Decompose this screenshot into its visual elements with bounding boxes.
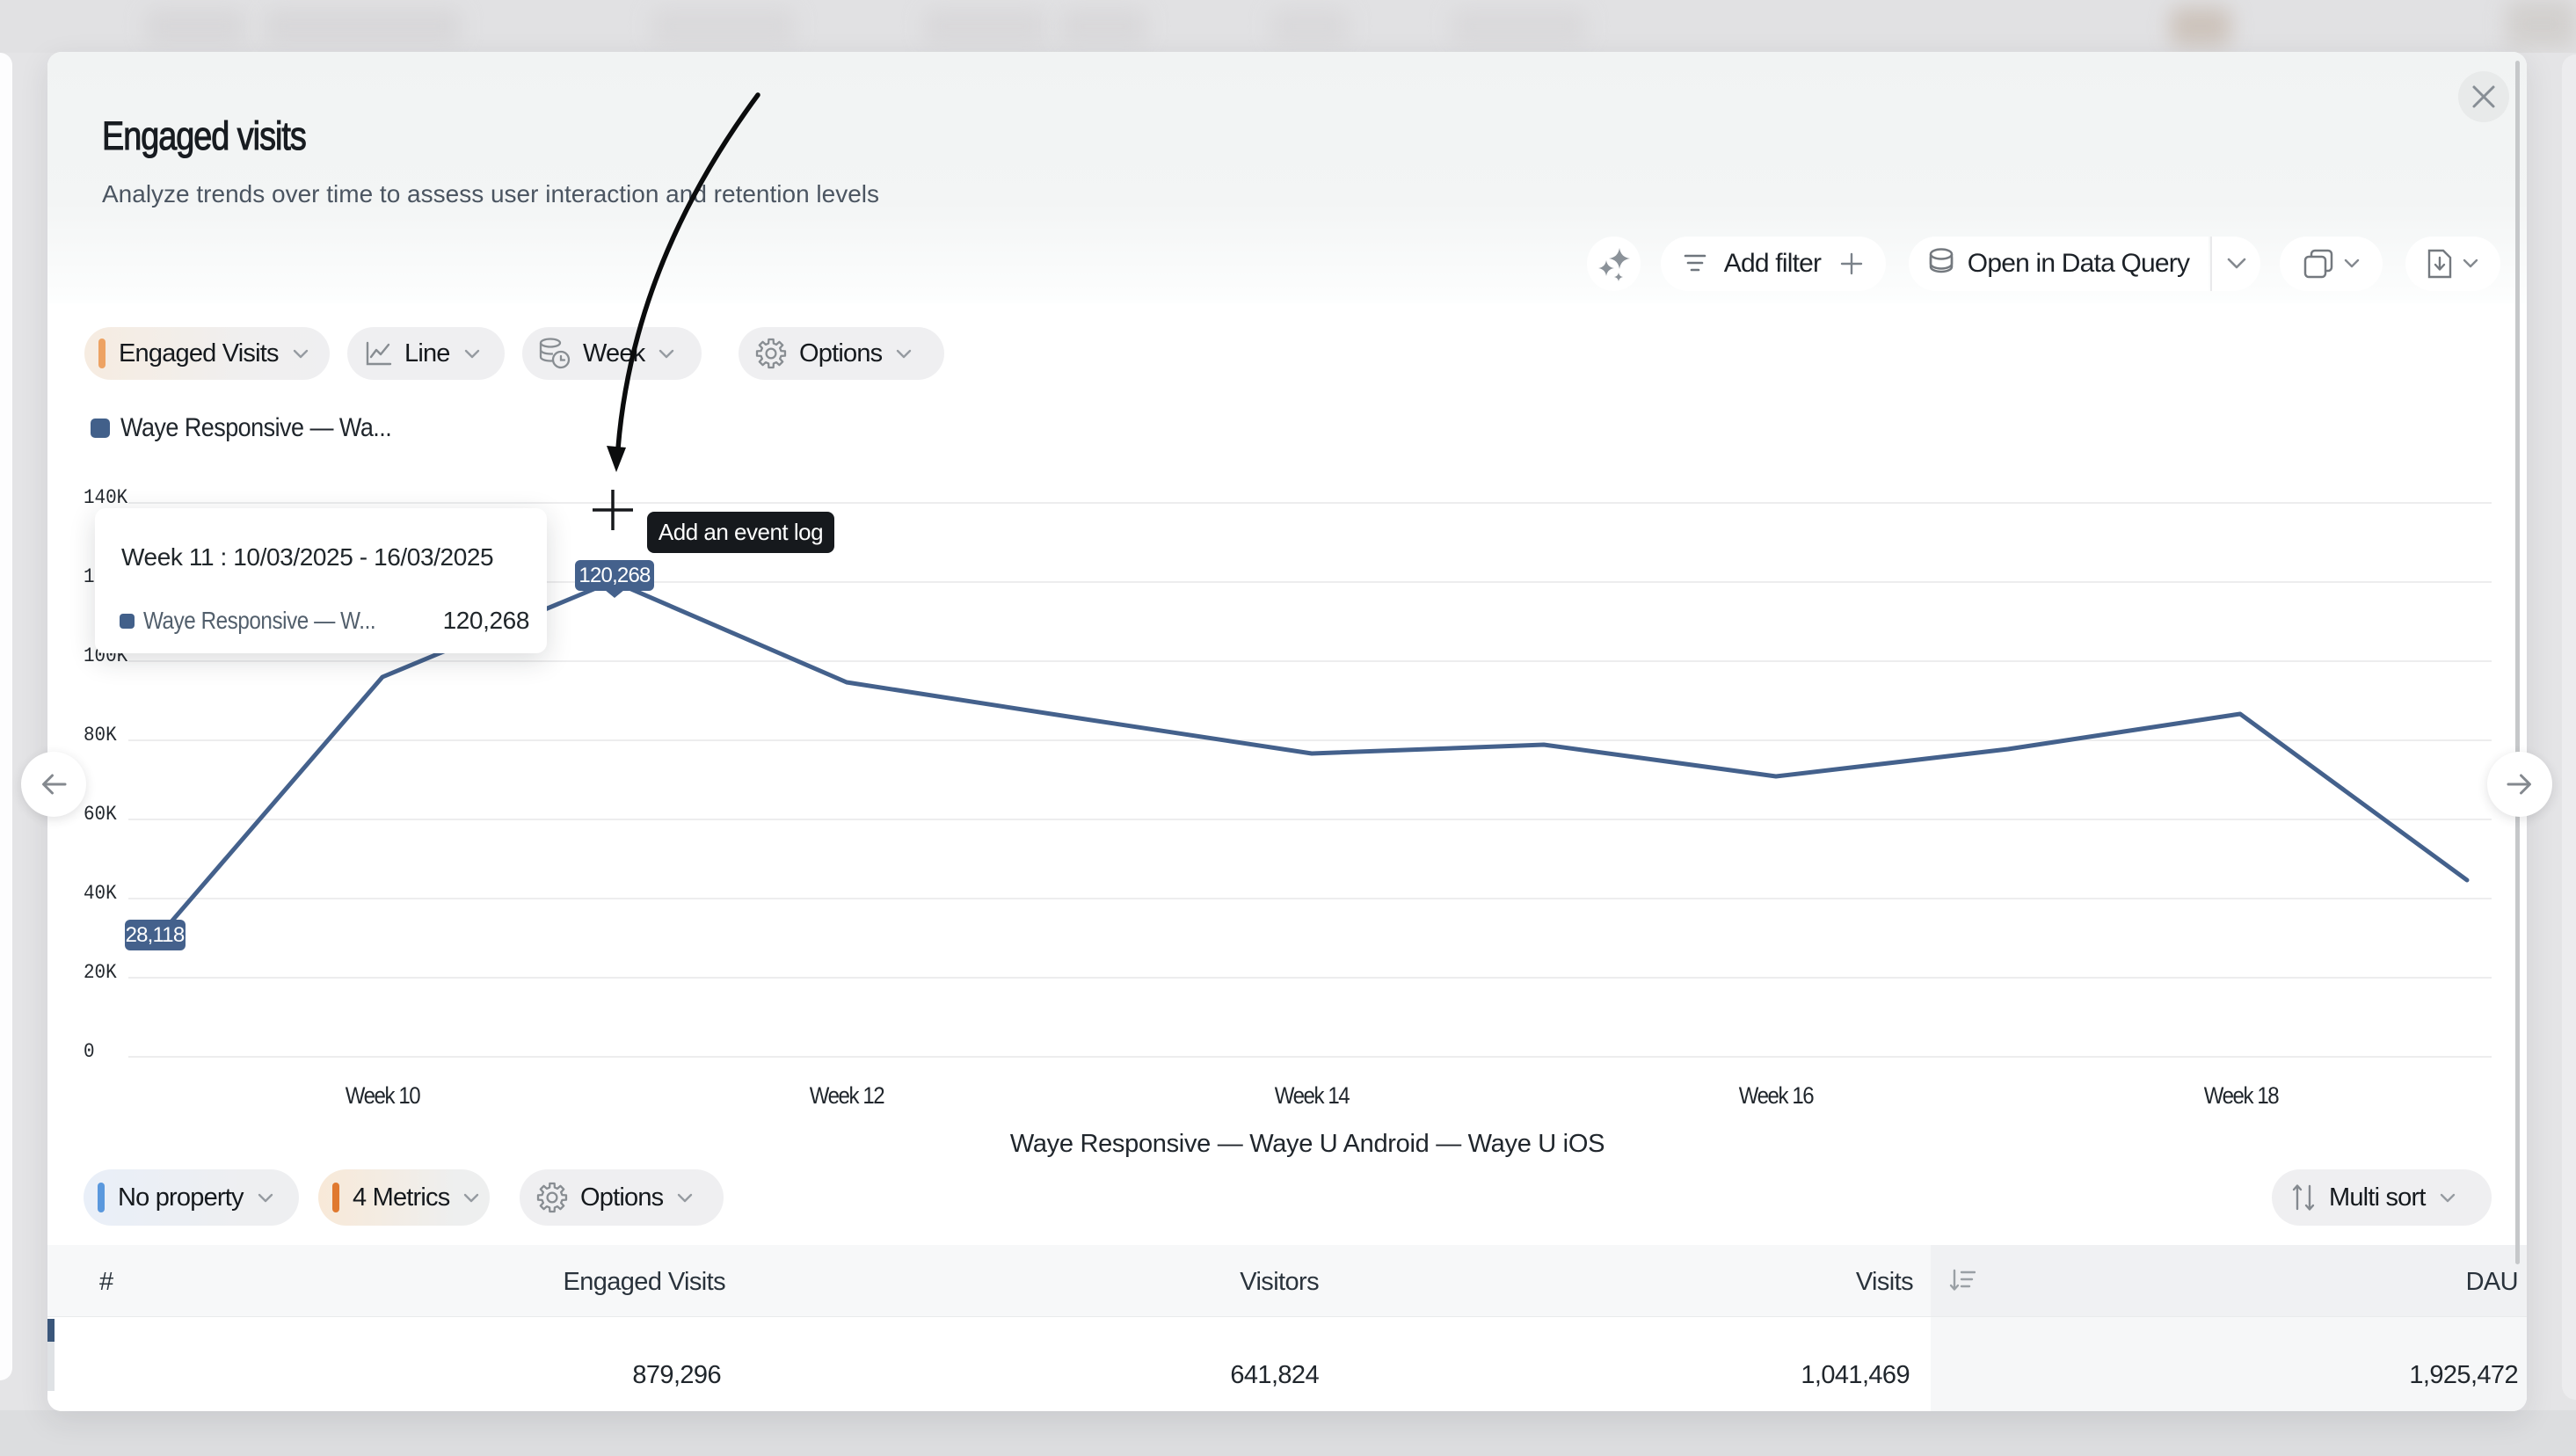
svg-text:28,118: 28,118 — [126, 923, 185, 947]
svg-text:120,268: 120,268 — [579, 564, 651, 587]
